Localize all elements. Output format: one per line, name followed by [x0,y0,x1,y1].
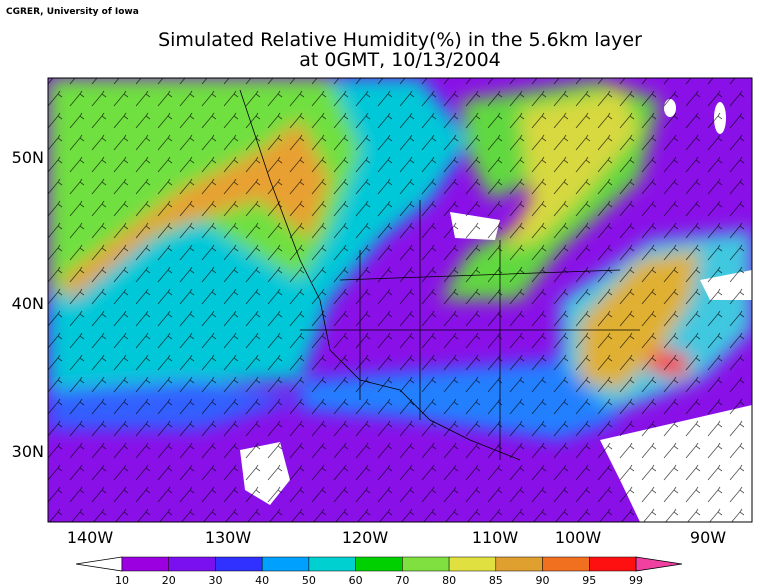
colorbar-label: 50 [302,574,316,587]
colorbar-label: 85 [489,574,503,587]
lon-label: 100W [555,528,602,547]
colorbar-label: 60 [349,574,363,587]
colorbar-swatch [402,556,450,572]
credit: CGRER, University of Iowa [6,7,139,17]
colorbar-swatch [355,556,403,572]
colorbar-swatch [261,556,310,572]
colorbar-swatch [448,556,497,572]
colorbar-swatch [589,556,637,572]
colorbar-swatch [495,556,543,572]
colorbar-label: 95 [582,574,596,587]
map [48,78,752,522]
lat-label: 40N [12,294,44,313]
colorbar-arrow [635,556,683,572]
colorbar-label: 10 [115,574,129,587]
colorbar-label: 90 [536,574,550,587]
colorbar-swatch [308,556,356,572]
map-frame [47,77,753,523]
colorbar-label: 99 [629,574,643,587]
lon-label: 130W [205,528,252,547]
colorbar-swatch [215,556,263,572]
title: Simulated Relative Humidity(%) in the 5.… [158,29,642,51]
subtitle: at 0GMT, 10/13/2004 [299,49,501,71]
colorbar-label: 30 [208,574,222,587]
lon-label: 90W [690,528,726,547]
lat-label: 30N [12,442,44,461]
lat-label: 50N [12,148,44,167]
colorbar-arrow [75,556,123,572]
lon-label: 140W [67,528,114,547]
colorbar-swatch [168,556,216,572]
colorbar-label: 40 [255,574,269,587]
lon-label: 110W [472,528,519,547]
colorbar-label: 20 [162,574,176,587]
colorbar-swatch [542,556,590,572]
colorbar-label: 80 [442,574,456,587]
lon-label: 120W [342,528,389,547]
colorbar-swatch [121,556,169,572]
colorbar-label: 70 [395,574,409,587]
